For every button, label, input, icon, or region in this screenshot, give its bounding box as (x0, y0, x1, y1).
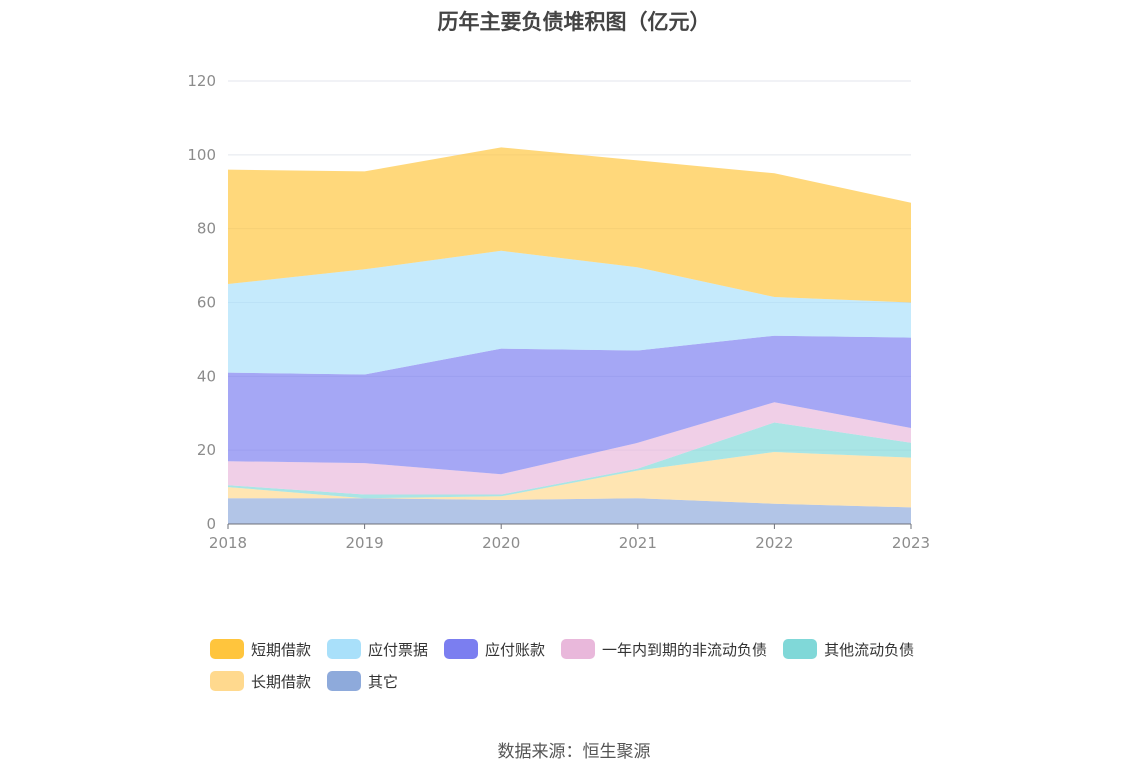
x-tick-label: 2019 (346, 534, 384, 552)
legend-item[interactable]: 应付账款 (444, 638, 545, 660)
legend-item[interactable]: 其它 (327, 670, 398, 692)
area-series-5 (228, 250, 911, 375)
area-series-1 (228, 452, 911, 508)
legend-swatch (783, 639, 818, 659)
legend-label: 长期借款 (251, 672, 312, 691)
legend-label: 一年内到期的非流动负债 (602, 640, 768, 659)
x-tick-label: 2022 (755, 534, 793, 552)
area-series-2 (228, 422, 911, 499)
area-series-4 (228, 335, 911, 475)
y-tick-label: 80 (197, 220, 216, 238)
x-tick-label: 2021 (619, 534, 657, 552)
area-series (228, 147, 911, 524)
area-series-0 (228, 498, 911, 524)
legend-swatch (327, 639, 362, 659)
legend-item[interactable]: 一年内到期的非流动负债 (561, 638, 767, 660)
y-tick-label: 120 (187, 72, 216, 90)
y-tick-label: 20 (197, 441, 216, 459)
source-note: 数据来源：恒生聚源 (497, 742, 651, 762)
legend-item[interactable]: 短期借款 (210, 638, 311, 660)
legend-label: 短期借款 (251, 640, 312, 659)
legend-swatch (327, 671, 362, 691)
y-tick-label: 100 (187, 146, 216, 164)
legend: 短期借款 应付票据 应付账款 一年内到期的非流动负债 其他流动负债长期借款 其它 (210, 638, 970, 692)
legend-item[interactable]: 应付票据 (327, 638, 428, 660)
legend-label: 应付账款 (485, 640, 546, 659)
area-series-6 (228, 147, 911, 303)
legend-swatch (210, 671, 244, 691)
legend-swatch (444, 639, 479, 659)
area-series-3 (228, 402, 911, 495)
legend-label: 应付票据 (368, 640, 429, 659)
legend-label: 其它 (368, 672, 399, 691)
legend-item[interactable]: 其他流动负债 (783, 638, 914, 660)
y-tick-label: 60 (197, 294, 216, 312)
y-tick-label: 40 (197, 367, 216, 385)
chart-title: 历年主要负债堆积图（亿元） (437, 10, 711, 34)
legend-label: 其他流动负债 (824, 640, 915, 659)
legend-swatch (210, 639, 244, 659)
legend-swatch (561, 639, 596, 659)
x-tick-label: 2018 (209, 534, 247, 552)
x-tick-label: 2023 (892, 534, 930, 552)
x-tick-label: 2020 (482, 534, 520, 552)
y-tick-label: 0 (206, 515, 216, 533)
axes: 0 20 40 60 80 100 120 2018 2019 2020 2021 2022 2023 (187, 72, 930, 552)
legend-item[interactable]: 长期借款 (210, 670, 311, 692)
